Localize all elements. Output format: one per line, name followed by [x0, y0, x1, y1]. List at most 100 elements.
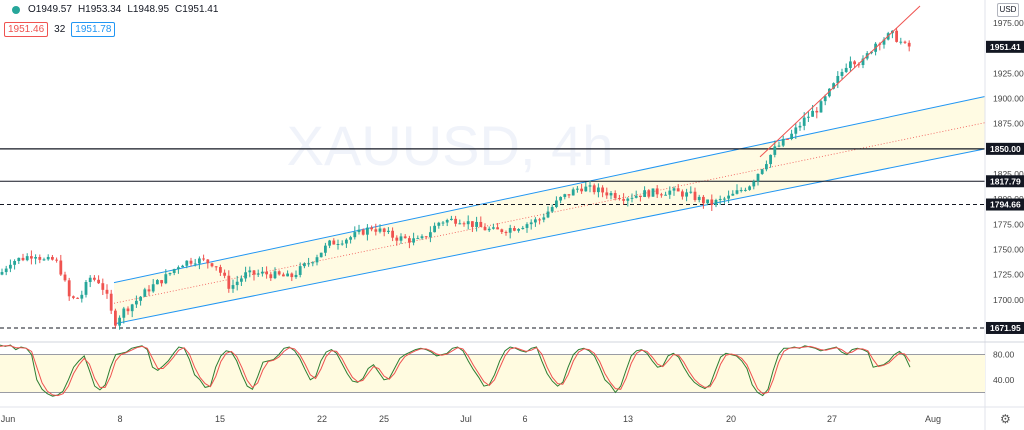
candle[interactable]	[298, 266, 302, 275]
candle[interactable]	[139, 296, 142, 301]
candle[interactable]	[244, 272, 247, 279]
candle[interactable]	[307, 263, 310, 265]
candle[interactable]	[399, 236, 403, 241]
candle[interactable]	[802, 117, 806, 126]
candle[interactable]	[374, 229, 378, 232]
candle[interactable]	[769, 154, 772, 165]
candle[interactable]	[676, 188, 680, 192]
candle[interactable]	[433, 225, 436, 233]
candle[interactable]	[475, 221, 478, 227]
candle[interactable]	[30, 256, 33, 259]
candle[interactable]	[731, 193, 735, 196]
candle[interactable]	[479, 221, 483, 227]
candle[interactable]	[739, 190, 743, 192]
candle[interactable]	[668, 190, 672, 195]
candle[interactable]	[567, 194, 571, 196]
candle[interactable]	[395, 237, 399, 241]
candle[interactable]	[370, 227, 373, 230]
candle[interactable]	[294, 274, 298, 278]
candle[interactable]	[483, 226, 487, 231]
candle[interactable]	[622, 199, 625, 201]
candle[interactable]	[807, 116, 810, 118]
candle[interactable]	[576, 188, 579, 190]
candle[interactable]	[126, 308, 130, 312]
candle[interactable]	[819, 101, 823, 113]
candle[interactable]	[634, 195, 638, 198]
candle[interactable]	[685, 192, 688, 197]
candle[interactable]	[315, 257, 319, 263]
candle[interactable]	[508, 228, 512, 233]
candle[interactable]	[651, 188, 655, 197]
candle[interactable]	[387, 230, 390, 232]
candle[interactable]	[735, 190, 739, 194]
candle[interactable]	[76, 297, 79, 299]
candle[interactable]	[412, 238, 415, 243]
candle[interactable]	[681, 191, 684, 197]
candle[interactable]	[664, 194, 667, 196]
candle[interactable]	[151, 284, 155, 292]
candle[interactable]	[630, 197, 634, 199]
candle[interactable]	[542, 217, 546, 220]
candle[interactable]	[546, 211, 550, 218]
candle[interactable]	[206, 259, 210, 264]
candle[interactable]	[811, 110, 814, 117]
candle[interactable]	[815, 110, 819, 113]
candle[interactable]	[345, 239, 348, 244]
channel-lower-line[interactable]	[113, 148, 986, 325]
candle[interactable]	[286, 273, 289, 277]
candle[interactable]	[261, 271, 264, 274]
candle[interactable]	[655, 188, 659, 195]
candle[interactable]	[55, 259, 58, 261]
candle[interactable]	[752, 181, 756, 187]
candle[interactable]	[324, 245, 327, 253]
candle[interactable]	[756, 173, 760, 182]
candle[interactable]	[13, 261, 16, 265]
candle[interactable]	[366, 227, 369, 235]
candle[interactable]	[462, 223, 466, 225]
candle[interactable]	[118, 317, 121, 326]
candle[interactable]	[693, 191, 697, 201]
candle[interactable]	[702, 196, 705, 204]
candle[interactable]	[504, 232, 508, 234]
candle[interactable]	[798, 125, 802, 128]
candle[interactable]	[714, 199, 718, 206]
candle[interactable]	[647, 190, 651, 197]
candle[interactable]	[605, 192, 609, 196]
candle[interactable]	[25, 256, 29, 261]
candle[interactable]	[454, 218, 457, 224]
candle[interactable]	[114, 310, 117, 326]
candle[interactable]	[265, 271, 268, 275]
currency-button[interactable]: USD	[997, 3, 1019, 17]
candle[interactable]	[487, 228, 491, 231]
candle[interactable]	[311, 262, 315, 264]
candle[interactable]	[727, 195, 730, 199]
candle[interactable]	[836, 75, 840, 84]
candle[interactable]	[555, 200, 558, 208]
candle[interactable]	[445, 220, 449, 223]
candle[interactable]	[227, 275, 231, 289]
candle[interactable]	[697, 196, 701, 201]
candle[interactable]	[277, 271, 281, 275]
candle[interactable]	[744, 189, 747, 191]
candle[interactable]	[240, 278, 243, 282]
candle[interactable]	[895, 30, 898, 42]
candle[interactable]	[303, 263, 306, 267]
candle[interactable]	[643, 190, 646, 197]
candle[interactable]	[601, 187, 604, 193]
candle[interactable]	[748, 186, 751, 190]
candle[interactable]	[122, 308, 126, 318]
candle[interactable]	[172, 269, 176, 273]
candle[interactable]	[840, 71, 844, 76]
candle[interactable]	[563, 194, 567, 197]
candle[interactable]	[156, 280, 159, 285]
candle[interactable]	[618, 198, 621, 200]
candle[interactable]	[269, 274, 273, 279]
candle[interactable]	[147, 289, 151, 292]
candle[interactable]	[231, 285, 235, 289]
candle[interactable]	[466, 221, 470, 225]
candle[interactable]	[828, 88, 831, 97]
candle[interactable]	[51, 256, 54, 260]
candle[interactable]	[588, 185, 592, 187]
candle[interactable]	[361, 229, 365, 235]
